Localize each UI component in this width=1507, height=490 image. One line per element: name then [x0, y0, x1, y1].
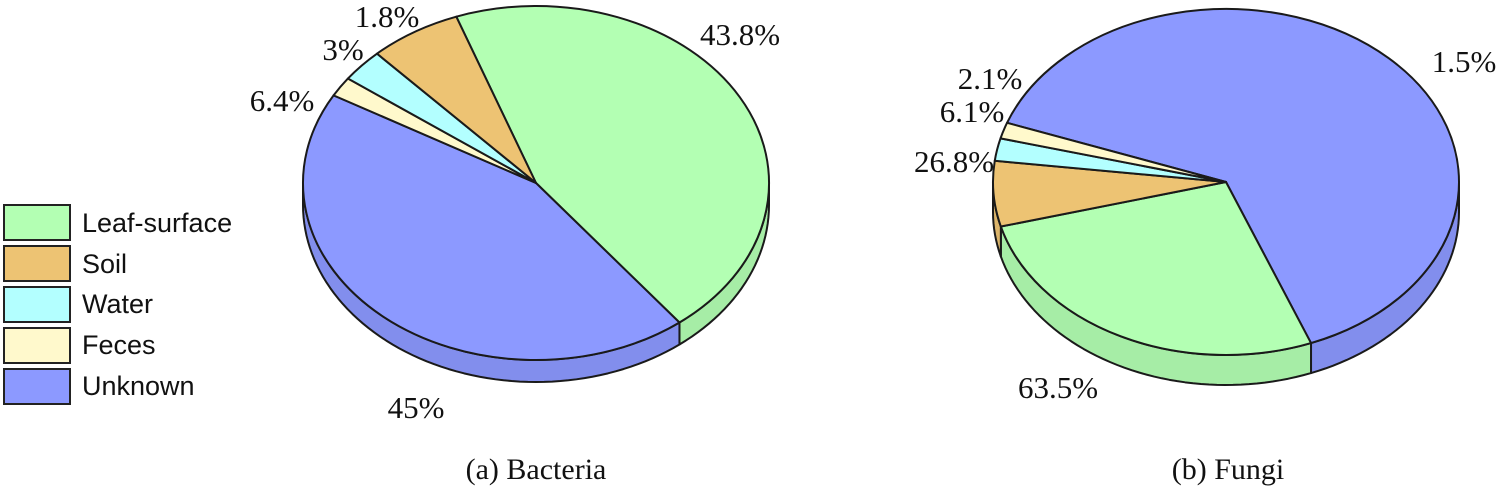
legend-label-unknown: Unknown: [82, 371, 195, 401]
legend-swatch-unknown: [3, 368, 71, 405]
legend-label-water: Water: [82, 289, 153, 319]
data-label-soil: 6.4%: [250, 83, 315, 118]
legend-swatch-water: [3, 286, 71, 323]
pie-slice-unknown: [1006, 8, 1460, 345]
pie-fungi: 63.5% 26.8% 6.1%2.1% 1.5%: [914, 8, 1496, 405]
pie-top: [992, 8, 1460, 356]
data-label-leaf-surface: 45%: [388, 390, 445, 425]
pie-bacteria: 45% 43.8% 1.8%3%6.4%: [250, 0, 780, 425]
legend: Leaf-surface Soil Water Feces Unknown: [3, 204, 232, 405]
caption-fungi: (b) Fungi: [1172, 453, 1285, 486]
pie-slice-leaf-surface: [999, 181, 1313, 356]
pie-slice-soil: [375, 15, 537, 184]
legend-swatch-soil: [3, 245, 71, 282]
data-label-feces: 1.5%: [1432, 44, 1497, 79]
data-labels: 45% 43.8% 1.8%3%6.4%: [250, 0, 780, 425]
pie-slice-feces: [999, 121, 1227, 183]
legend-label-feces: Feces: [82, 330, 156, 360]
data-label-leaf-surface: 26.8%: [914, 144, 994, 179]
data-label-unknown: 63.5%: [1018, 370, 1098, 405]
pie-slice-leaf-surface: [455, 5, 770, 324]
data-label-soil: 6.1%: [940, 94, 1005, 129]
pie-top: [302, 5, 770, 361]
data-labels: 63.5% 26.8% 6.1%2.1% 1.5%: [914, 44, 1496, 405]
legend-swatch-leaf-surface: [3, 204, 71, 241]
data-label-water: 3%: [322, 32, 363, 67]
data-label-feces: 1.8%: [355, 0, 420, 34]
data-label-water: 2.1%: [958, 61, 1023, 96]
legend-swatch-feces: [3, 327, 71, 364]
legend-label-soil: Soil: [82, 249, 127, 279]
caption-bacteria: (a) Bacteria: [466, 453, 607, 486]
pie-slice-unknown: [302, 94, 681, 361]
legend-label-leaf-surface: Leaf-surface: [82, 208, 232, 238]
data-label-unknown: 43.8%: [700, 17, 780, 52]
